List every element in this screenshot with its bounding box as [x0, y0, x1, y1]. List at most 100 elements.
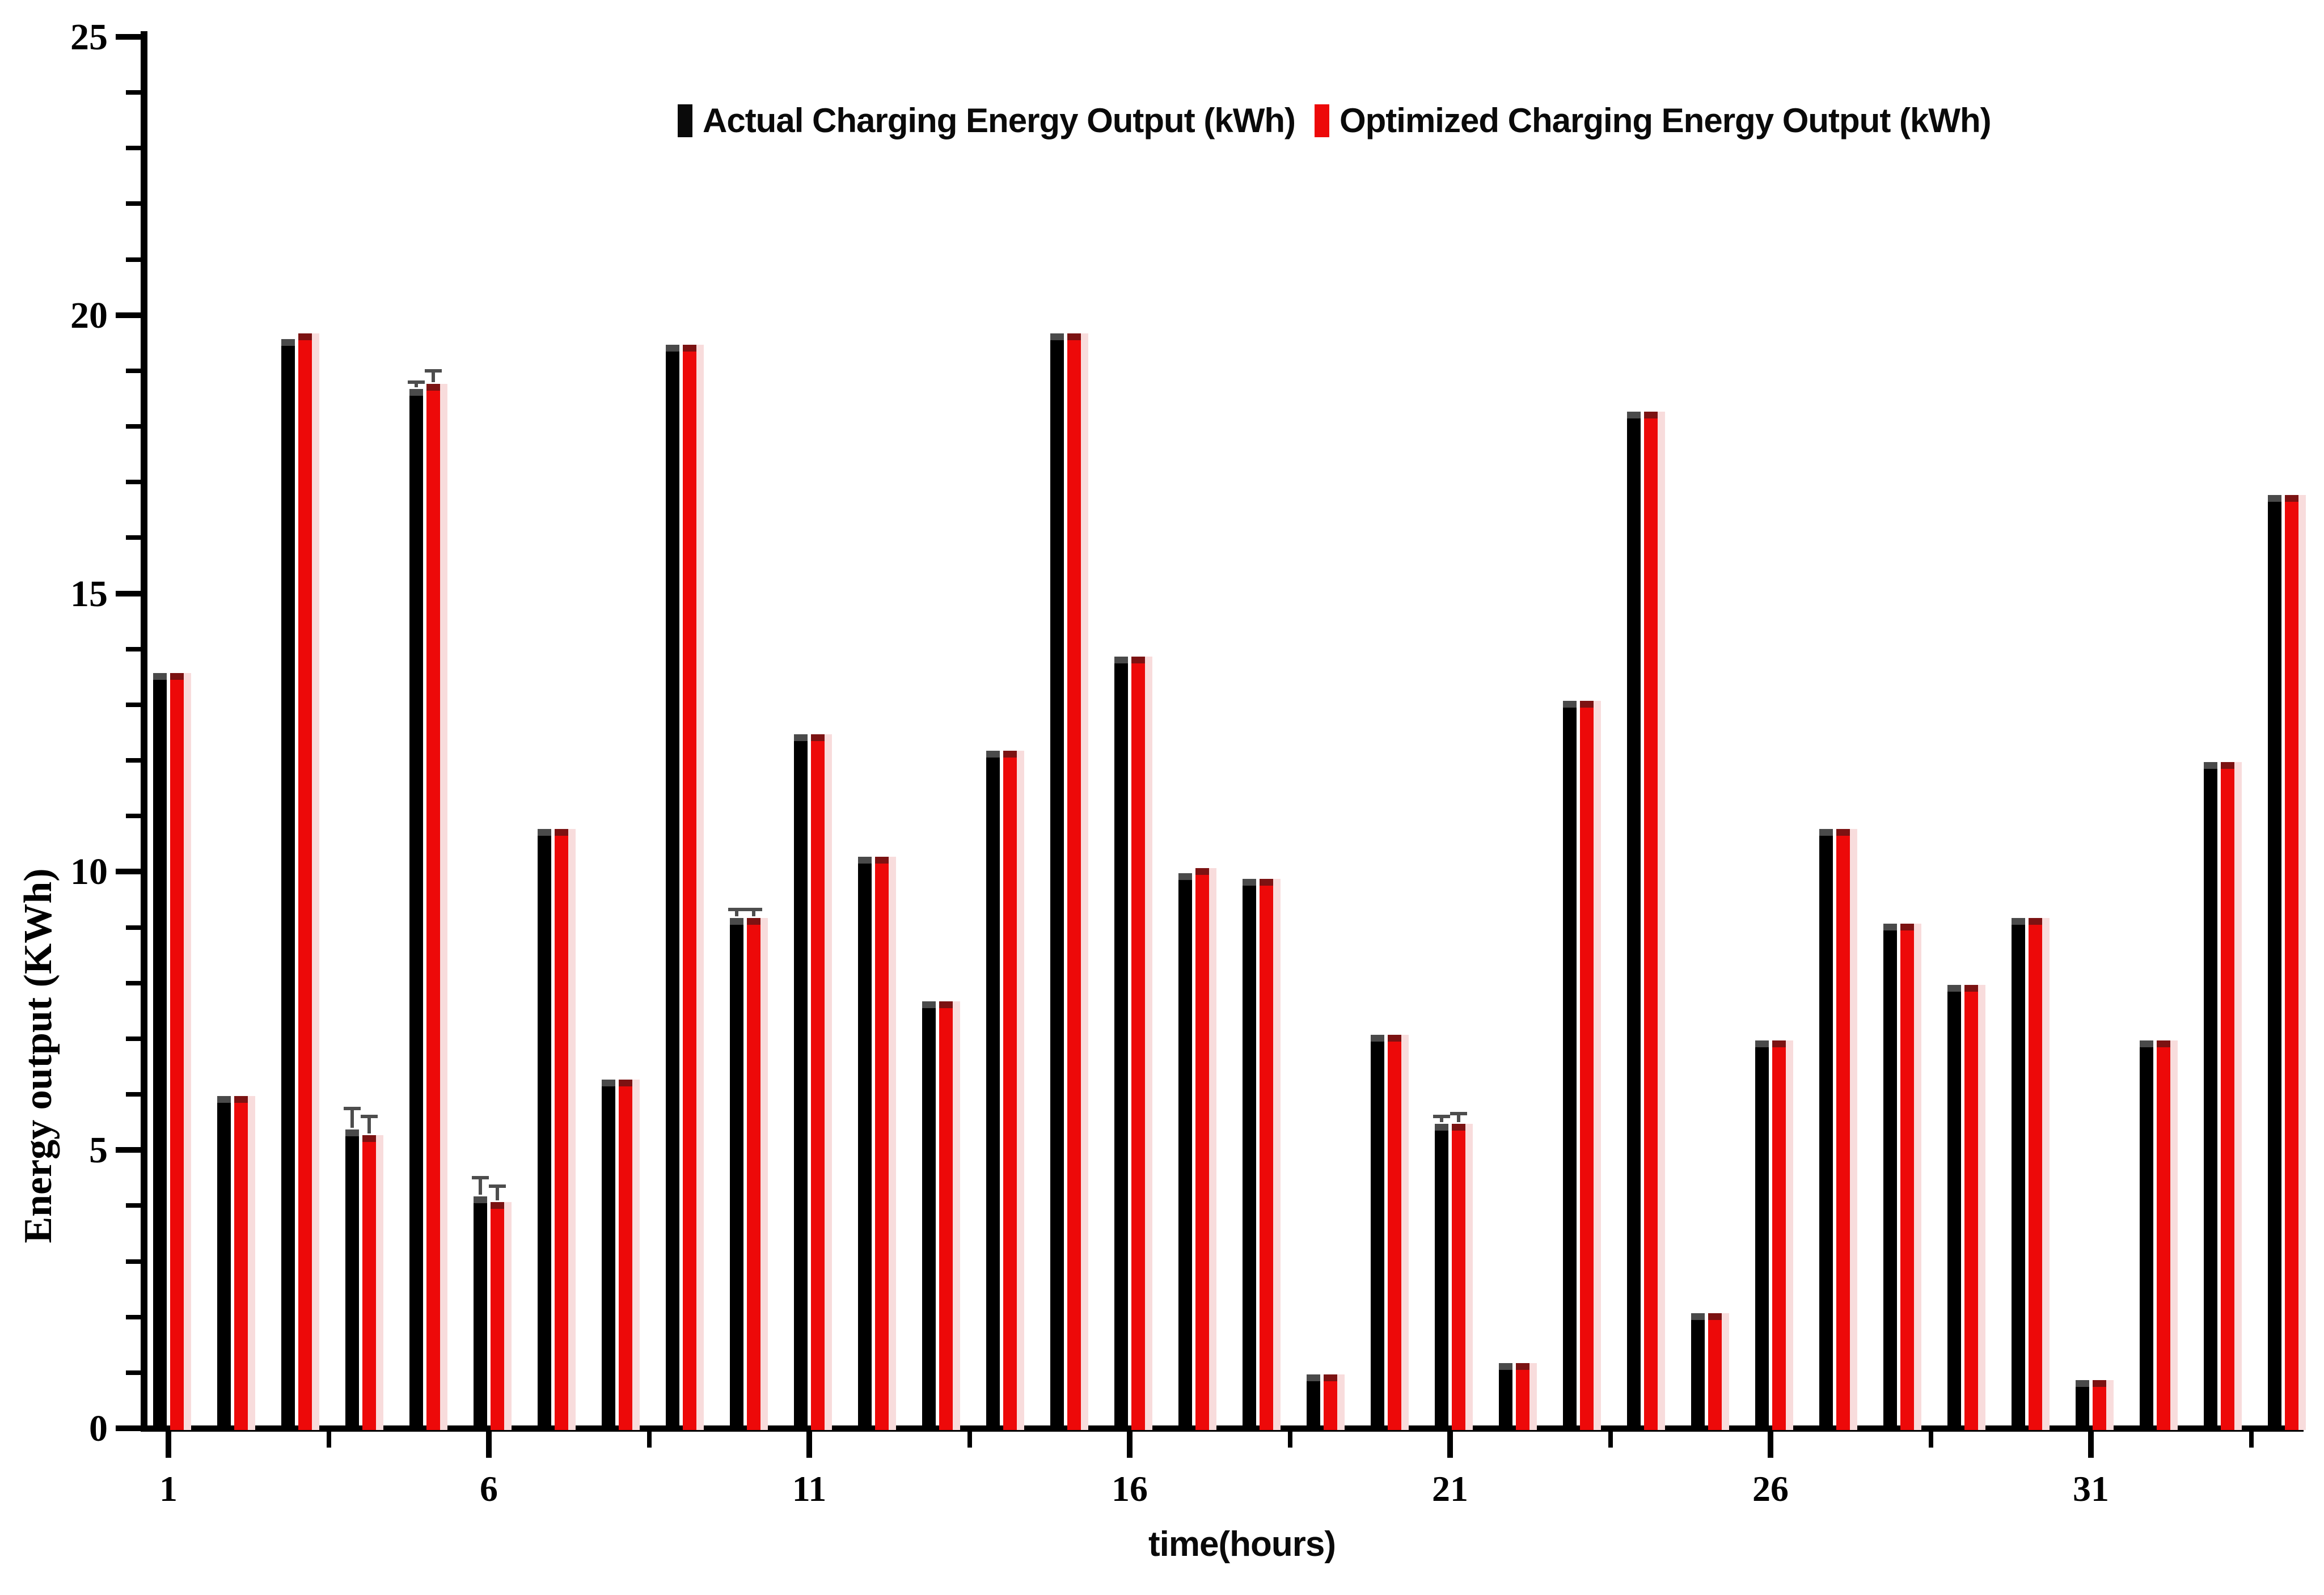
bar-optimized-h29	[1964, 984, 1978, 1430]
y-minor-tick	[126, 201, 141, 206]
bar-actual-h22	[1499, 1363, 1512, 1430]
bar-actual-h12	[858, 856, 872, 1430]
y-minor-tick	[126, 646, 141, 651]
bar-actual-h19	[1307, 1374, 1320, 1430]
bar-optimized-h19	[1324, 1374, 1337, 1430]
y-tick-label: 10	[70, 851, 108, 893]
y-tick-label: 25	[70, 16, 108, 58]
bar-optimized-shadow-h27	[1850, 828, 1857, 1430]
bar-optimized-shadow-h17	[1209, 868, 1216, 1430]
error-cap-optimized-h5	[425, 369, 442, 373]
legend-item-actual: Actual Charging Energy Output (kWh)	[678, 101, 1296, 140]
y-minor-tick	[126, 1314, 141, 1319]
bar-optimized-shadow-h18	[1273, 879, 1281, 1430]
y-minor-tick	[126, 90, 141, 95]
bar-optimized-shadow-h7	[568, 828, 576, 1430]
bar-actual-h2	[217, 1096, 231, 1430]
y-minor-tick	[126, 758, 141, 763]
bar-optimized-h10	[747, 917, 760, 1430]
error-bar-optimized-h4	[367, 1116, 371, 1133]
bar-actual-h18	[1243, 879, 1256, 1430]
bar-optimized-h26	[1772, 1040, 1786, 1430]
bar-optimized-shadow-h4	[376, 1135, 383, 1430]
legend-item-optimized: Optimized Charging Energy Output (kWh)	[1314, 101, 1992, 140]
bar-optimized-shadow-h5	[440, 383, 447, 1430]
bar-optimized-shadow-h12	[889, 856, 896, 1430]
y-tick-label: 15	[70, 573, 108, 615]
bar-actual-h29	[1947, 984, 1961, 1430]
error-cap-optimized-h21	[1450, 1112, 1467, 1116]
bar-optimized-shadow-h21	[1465, 1124, 1473, 1430]
bar-actual-h15	[1050, 333, 1064, 1430]
y-minor-tick	[126, 480, 141, 485]
bar-actual-h14	[986, 751, 1000, 1430]
bar-optimized-h14	[1003, 751, 1017, 1430]
error-bar-actual-h4	[350, 1108, 354, 1128]
error-cap-actual-h5	[408, 380, 425, 384]
bar-optimized-shadow-h22	[1529, 1363, 1537, 1430]
bar-actual-h26	[1755, 1040, 1769, 1430]
bar-actual-h23	[1563, 701, 1577, 1430]
bar-optimized-h5	[426, 383, 440, 1430]
bar-optimized-h1	[170, 673, 184, 1430]
bar-actual-h6	[474, 1196, 487, 1430]
error-bar-actual-h5	[415, 382, 418, 388]
bar-optimized-shadow-h34	[2298, 494, 2306, 1430]
error-cap-actual-h6	[472, 1176, 489, 1180]
bar-optimized-h25	[1708, 1313, 1722, 1430]
bar-actual-h31	[2076, 1380, 2089, 1430]
x-major-tick	[1768, 1432, 1773, 1458]
bar-actual-h13	[922, 1001, 936, 1430]
x-minor-tick	[1287, 1432, 1292, 1448]
bar-actual-h3	[281, 339, 295, 1430]
y-minor-tick	[126, 1092, 141, 1097]
error-cap-actual-h4	[344, 1106, 361, 1110]
x-axis-title: time(hours)	[1148, 1525, 1336, 1564]
bar-optimized-h2	[234, 1096, 248, 1430]
x-minor-tick	[2249, 1432, 2254, 1448]
y-major-tick	[116, 869, 141, 875]
bar-optimized-shadow-h3	[312, 333, 319, 1430]
bar-optimized-h20	[1388, 1035, 1401, 1430]
bar-optimized-shadow-h19	[1337, 1374, 1345, 1430]
x-major-tick	[2088, 1432, 2094, 1458]
error-bar-actual-h6	[479, 1178, 482, 1195]
bar-optimized-shadow-h33	[2234, 762, 2242, 1430]
bar-actual-h5	[409, 389, 423, 1430]
bar-actual-h25	[1691, 1313, 1705, 1430]
bar-optimized-shadow-h30	[2042, 917, 2050, 1430]
y-major-tick	[116, 1425, 141, 1431]
bar-optimized-h33	[2221, 762, 2234, 1430]
bar-optimized-shadow-h13	[953, 1001, 960, 1430]
bar-optimized-shadow-h23	[1594, 701, 1601, 1430]
bar-actual-h28	[1883, 923, 1897, 1430]
bar-actual-h17	[1178, 873, 1192, 1430]
x-tick-label: 21	[1432, 1469, 1468, 1509]
bar-actual-h30	[2012, 917, 2025, 1430]
legend-swatch-optimized-icon	[1314, 104, 1329, 137]
bar-actual-h21	[1435, 1124, 1448, 1430]
bar-optimized-shadow-h10	[760, 917, 768, 1430]
y-minor-tick	[126, 257, 141, 262]
bar-actual-h11	[794, 734, 808, 1430]
bar-optimized-shadow-h14	[1017, 751, 1024, 1430]
bar-optimized-h22	[1516, 1363, 1529, 1430]
error-bar-actual-h21	[1440, 1116, 1443, 1123]
bar-optimized-shadow-h26	[1786, 1040, 1793, 1430]
y-minor-tick	[126, 925, 141, 930]
error-bar-optimized-h5	[432, 370, 435, 382]
bar-optimized-h12	[875, 856, 889, 1430]
y-minor-tick	[126, 702, 141, 707]
error-bar-optimized-h6	[496, 1186, 499, 1200]
y-tick-label: 20	[70, 294, 108, 336]
x-major-tick	[1447, 1432, 1453, 1458]
y-minor-tick	[126, 1203, 141, 1208]
bar-optimized-h16	[1131, 656, 1145, 1430]
x-minor-tick	[1608, 1432, 1613, 1448]
legend-label-optimized: Optimized Charging Energy Output (kWh)	[1339, 101, 1992, 139]
bar-optimized-h6	[491, 1201, 504, 1430]
error-cap-optimized-h6	[489, 1184, 506, 1188]
bar-actual-h27	[1819, 828, 1833, 1430]
